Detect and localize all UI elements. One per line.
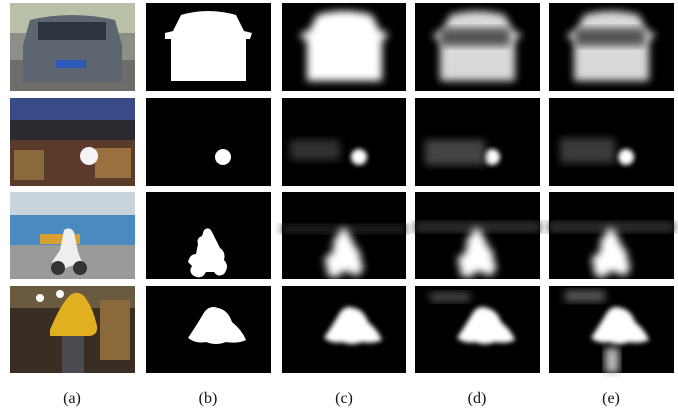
column-label: (a) [63, 390, 81, 407]
photo-column [10, 3, 135, 373]
column-label: (e) [602, 390, 620, 407]
prediction-columns [282, 3, 674, 373]
column-labels: (a) (b) (c) (d) (e) [63, 390, 620, 407]
page: {"labels": ["(a)", "(b)", "(c)", "(d)", … [0, 0, 678, 410]
column-label: (d) [468, 390, 487, 407]
column-label: (b) [199, 390, 218, 407]
column-label: (c) [335, 390, 353, 407]
ground-truth-column [146, 3, 271, 373]
figure: (a) (b) (c) (d) (e) [0, 0, 678, 410]
